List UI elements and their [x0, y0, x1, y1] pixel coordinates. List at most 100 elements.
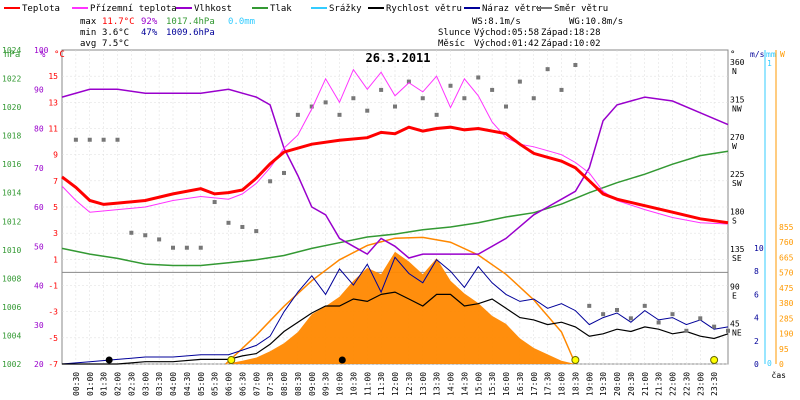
- rain-tick-label: 0: [767, 359, 772, 368]
- x-tick-label: 19:30: [599, 372, 608, 396]
- stats-humidity: 47%: [141, 28, 158, 38]
- legend-label: Srážky: [329, 4, 362, 14]
- stats-wind-speed: WS:8.1m/s: [472, 17, 521, 27]
- stats-moonrise: Východ:01:42: [474, 39, 539, 49]
- stats-wind-gust: WG:10.8m/s: [569, 17, 623, 27]
- direction-tick-label: 225: [730, 170, 745, 179]
- x-tick-label: 19:00: [585, 372, 594, 396]
- wind-direction-point: [504, 104, 508, 109]
- direction-tick-compass: W: [732, 142, 737, 151]
- wind-direction-point: [670, 312, 675, 317]
- wind-direction-point: [282, 170, 286, 175]
- wind-direction-point: [406, 79, 411, 84]
- x-tick-label: 11:30: [377, 372, 386, 396]
- x-tick-label: 08:30: [294, 372, 303, 396]
- x-tick-label: 04:30: [183, 372, 192, 396]
- wind-speed-line: [62, 291, 729, 365]
- wind-direction-point: [698, 316, 703, 321]
- x-tick-label: 08:00: [280, 372, 289, 396]
- stats-label: avg: [80, 39, 96, 49]
- wind-direction-point: [726, 328, 730, 333]
- x-tick-label: 16:30: [516, 372, 525, 396]
- stats-moon-label: Měsíc: [438, 39, 465, 49]
- stats-sun-label: Slunce: [438, 28, 471, 38]
- pressure-line: [61, 150, 729, 267]
- wind-direction-point: [379, 87, 384, 92]
- solar-radiation-area: [62, 251, 728, 364]
- wind-direction-point: [212, 200, 217, 205]
- x-tick-label: 06:00: [225, 372, 234, 396]
- x-tick-label: 21:30: [655, 372, 664, 396]
- direction-tick-label: 360: [730, 58, 745, 67]
- wind-direction-point: [393, 104, 397, 109]
- x-tick-label: 23:30: [710, 372, 719, 396]
- stats-label: max: [80, 17, 97, 27]
- wind-direction-point: [323, 100, 328, 105]
- x-axis-unit: čas: [772, 370, 787, 380]
- wind-direction-point: [601, 312, 606, 317]
- x-tick-label: 16:00: [502, 372, 511, 396]
- wind-tick-label: 8: [754, 267, 759, 276]
- direction-tick-label: 90: [730, 282, 740, 291]
- x-tick-label: 11:00: [363, 372, 372, 396]
- legend-label: Vlhkost: [194, 4, 232, 14]
- ground-temperature-line: [61, 68, 729, 225]
- humidity-tick-label: 90: [34, 85, 44, 94]
- pressure-axis-unit: hPa: [4, 50, 20, 60]
- wind-tick-label: 4: [754, 314, 759, 323]
- wind-direction-point: [198, 245, 203, 250]
- wind-direction-point: [545, 67, 550, 72]
- wind-direction-point: [559, 87, 564, 92]
- wind-direction-point: [448, 83, 453, 88]
- temperature-tick-label: 3: [53, 229, 58, 238]
- x-tick-label: 17:00: [530, 372, 539, 396]
- wind-direction-point: [573, 63, 578, 67]
- wind-tick-label: 0: [754, 360, 759, 369]
- solar-tick-label: 570: [779, 269, 794, 278]
- x-tick-label: 03:30: [155, 372, 164, 396]
- wind-direction-point: [642, 303, 647, 308]
- direction-tick-compass: SW: [732, 179, 742, 188]
- humidity-tick-label: 30: [34, 321, 44, 330]
- x-tick-label: 20:00: [613, 372, 622, 396]
- moon-marker: [338, 356, 346, 364]
- humidity-tick-label: 40: [34, 282, 44, 291]
- humidity-axis-unit: %: [40, 50, 46, 60]
- stats-sunset: Západ:18:28: [541, 28, 601, 38]
- direction-axis-unit: °: [730, 50, 735, 60]
- temperature-tick-label: 11: [48, 125, 58, 134]
- moon-marker: [105, 356, 113, 364]
- wind-direction-point: [226, 220, 231, 225]
- wind-direction-point: [684, 328, 689, 333]
- wind-direction-point: [476, 75, 481, 80]
- x-tick-label: 23:00: [696, 372, 705, 396]
- temperature-tick-label: -3: [48, 308, 58, 317]
- stats-temp: 11.7°C: [102, 17, 135, 27]
- solar-tick-label: 380: [779, 299, 794, 308]
- direction-tick-label: 270: [730, 133, 745, 142]
- solar-tick-label: 0: [779, 360, 784, 369]
- stats-pressure: 1017.4hPa: [166, 17, 215, 27]
- temperature-axis-unit: °C: [54, 50, 65, 60]
- wind-direction-point: [656, 320, 661, 325]
- stats-pressure: 1009.6hPa: [166, 28, 215, 38]
- x-tick-label: 22:00: [669, 372, 678, 396]
- temperature-tick-label: 13: [48, 98, 58, 107]
- wind-direction-point: [531, 96, 536, 101]
- direction-tick-compass: E: [732, 291, 737, 300]
- wind-direction-point: [434, 112, 439, 117]
- wind-axis-unit: m/s: [750, 50, 765, 59]
- solar-tick-label: 665: [779, 253, 794, 262]
- x-tick-label: 10:30: [349, 372, 358, 396]
- direction-tick-label: 180: [730, 208, 745, 217]
- wind-direction-point: [517, 79, 522, 84]
- x-tick-label: 00:30: [72, 372, 81, 396]
- temperature-tick-label: 15: [48, 72, 58, 81]
- pressure-tick-label: 1022: [2, 75, 21, 84]
- wind-direction-point: [73, 137, 78, 142]
- x-tick-label: 02:00: [114, 372, 123, 396]
- wind-tick-label: 10: [754, 244, 764, 253]
- wind-direction-point: [615, 308, 619, 313]
- stats-label: min: [80, 28, 96, 38]
